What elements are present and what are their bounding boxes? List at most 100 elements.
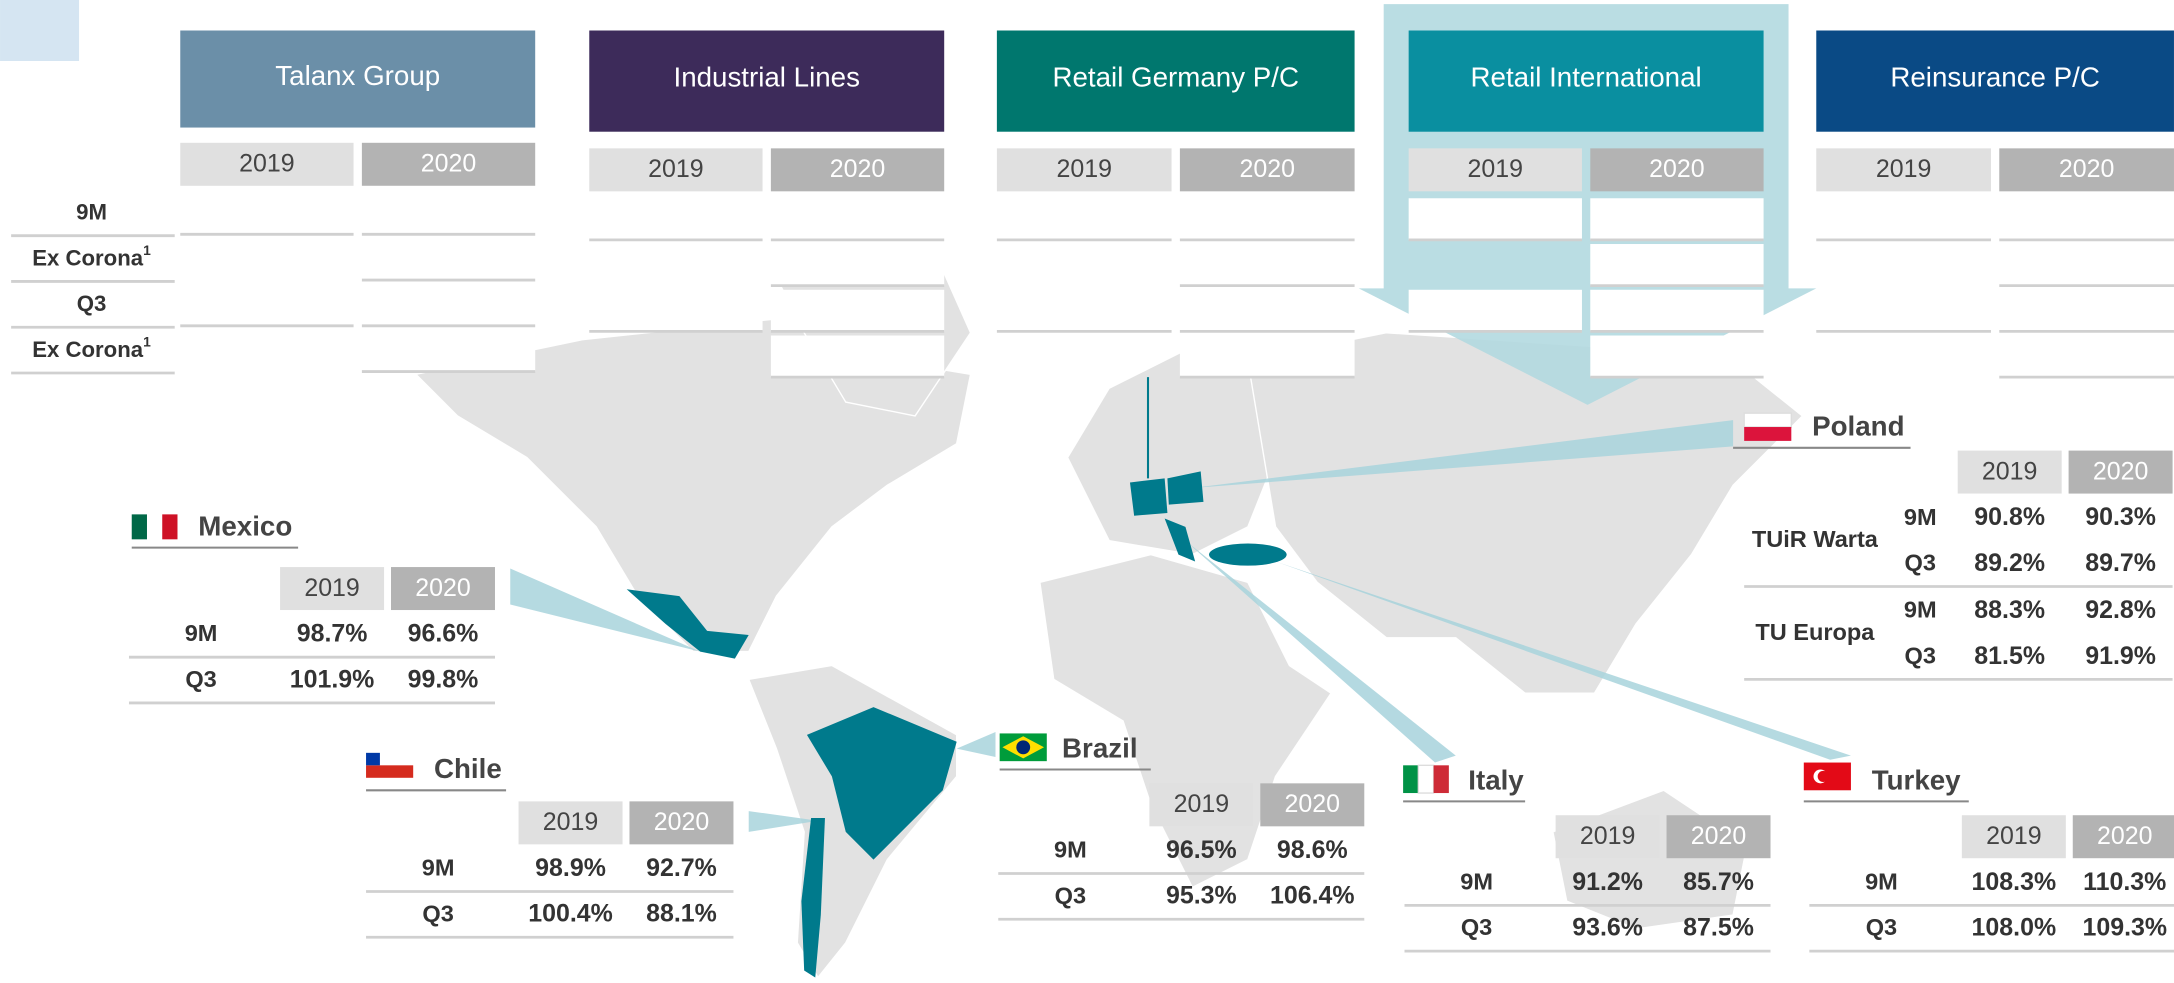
value-cell (589, 198, 763, 240)
year-label: 2020 (2097, 822, 2152, 850)
value-cell (1179, 198, 1355, 240)
year-cell (629, 801, 734, 845)
year-cell (1590, 148, 1764, 192)
row-label: Ex Corona1 (32, 333, 151, 362)
year-cell (1999, 148, 2174, 192)
year-cell (770, 148, 945, 192)
segment-title: Retail International (1471, 61, 1702, 92)
row-label: Q3 (1461, 914, 1492, 940)
value-cell (589, 289, 763, 332)
value: 109.3% (2082, 914, 2167, 942)
year-label: 2019 (648, 155, 703, 183)
value: 99.8% (408, 665, 479, 693)
row-label: 9M (185, 620, 218, 646)
year-label: 2019 (1056, 155, 1111, 183)
year-label: 2019 (1876, 155, 1931, 183)
row-label: 9M (422, 855, 455, 881)
value: 101.9% (290, 665, 375, 693)
value-cell (361, 238, 536, 281)
year-label: 2020 (421, 150, 476, 178)
row-label: 9M (76, 199, 107, 224)
year-cell (996, 148, 1172, 192)
value: 96.5% (1166, 836, 1237, 864)
row-label: 9M (1904, 597, 1937, 623)
year-cell (280, 567, 385, 611)
footnote-mark: 1 (143, 333, 151, 349)
year-label: 2019 (1174, 790, 1229, 818)
row-label: 9M (1865, 868, 1898, 894)
year-label: 2019 (1986, 822, 2041, 850)
row-label: Q3 (185, 666, 216, 692)
value-cell (1179, 335, 1355, 378)
value: 110.3% (2083, 868, 2166, 896)
connector-beams (510, 420, 1851, 832)
value-cell (770, 335, 945, 378)
value-cell (770, 289, 945, 332)
year-cell (1408, 148, 1582, 192)
value-cell (1999, 244, 2174, 286)
row-label: Q3 (1905, 642, 1936, 668)
year-cell (518, 801, 623, 845)
year-cell (1260, 783, 1365, 827)
year-label: 2019 (543, 808, 598, 836)
row-label: 9M (1054, 836, 1087, 862)
value: 96.6% (408, 620, 479, 648)
company-name: TU Europa (1755, 619, 1875, 645)
year-cell (2072, 815, 2174, 859)
value: 92.7% (646, 854, 717, 882)
value-cell (1590, 198, 1764, 240)
value: 100.4% (528, 900, 613, 928)
flags (131, 412, 1851, 794)
value-cell (1179, 244, 1355, 286)
row-label: 9M (1904, 504, 1937, 530)
value-cell (1590, 289, 1764, 332)
year-label: 2020 (2093, 457, 2148, 485)
row-label: Q3 (1905, 550, 1936, 576)
value-cell (996, 289, 1172, 332)
row-label: Q3 (1055, 882, 1086, 908)
country-name: Mexico (198, 511, 292, 542)
value-cell (770, 198, 945, 240)
year-cell (1666, 815, 1771, 859)
year-label: 2020 (1239, 155, 1294, 183)
year-cell (1555, 815, 1660, 859)
country-name: Chile (434, 753, 502, 784)
value-cell (361, 192, 536, 235)
country-name: Turkey (1872, 764, 1961, 795)
value: 98.7% (297, 620, 368, 648)
year-label: 2019 (304, 574, 359, 602)
value: 90.8% (1974, 503, 2045, 531)
segment-header (180, 30, 536, 128)
value-cell (180, 284, 354, 326)
value-cell (1408, 289, 1582, 332)
value: 89.7% (2085, 549, 2156, 577)
segment-header (996, 30, 1355, 132)
value-cell (996, 198, 1172, 240)
row-label-text: Ex Corona (32, 245, 144, 270)
segment-title: Industrial Lines (674, 61, 860, 92)
value: 92.8% (2085, 596, 2156, 624)
year-cell (589, 148, 763, 192)
row-label: Q3 (422, 900, 453, 926)
year-label: 2020 (1649, 155, 1704, 183)
row-label-text: 9M (76, 199, 107, 224)
year-cell (1961, 815, 2066, 859)
segment-header (589, 30, 945, 132)
value-cell (361, 329, 536, 372)
value: 91.9% (2085, 642, 2156, 670)
value: 98.6% (1277, 836, 1348, 864)
year-label: 2019 (239, 150, 294, 178)
value: 88.1% (646, 900, 717, 928)
year-cell (1957, 450, 2062, 494)
value: 87.5% (1683, 914, 1754, 942)
value-cell (1999, 335, 2174, 378)
value-cell (770, 244, 945, 286)
value-cell (1999, 289, 2174, 332)
year-label: 2019 (1580, 822, 1635, 850)
year-label: 2020 (2059, 155, 2114, 183)
value: 88.3% (1974, 596, 2045, 624)
value: 106.4% (1270, 882, 1355, 910)
value-cell (361, 284, 536, 326)
